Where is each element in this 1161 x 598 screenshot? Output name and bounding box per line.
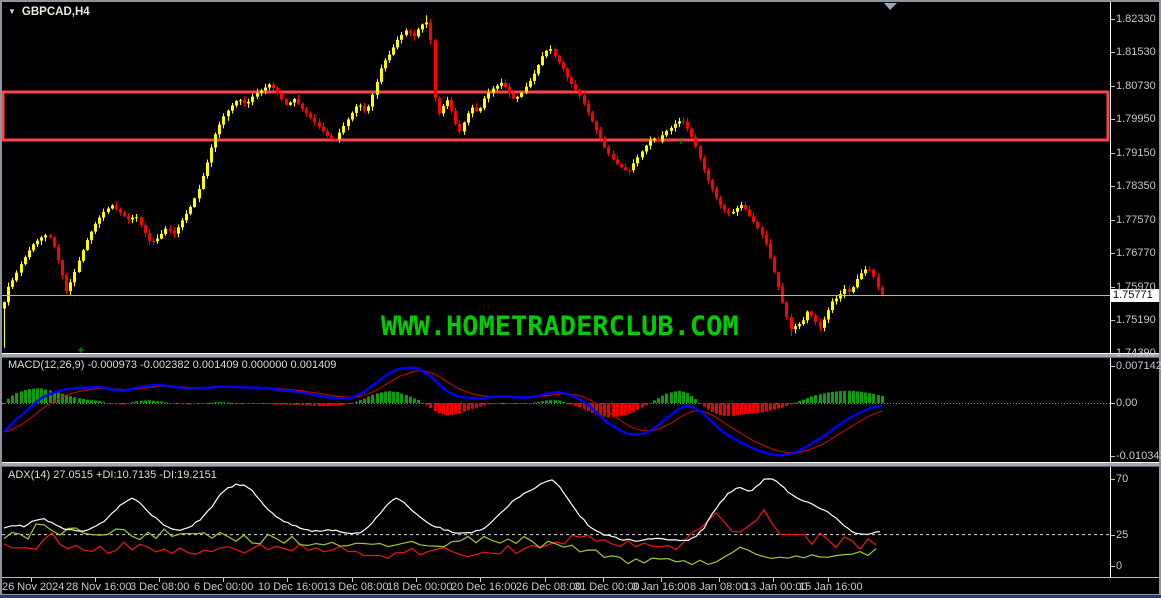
adx-plus-di-line (3, 523, 877, 566)
adx-axis-label: 70 (1116, 473, 1129, 485)
panel-splitter-macd[interactable] (0, 353, 1161, 358)
price-axis-label: 1.79950 (1116, 113, 1156, 125)
time-axis-label: 20 Dec 16:00 (451, 581, 517, 593)
time-axis-label: 15 Jan 16:00 (799, 581, 863, 593)
symbol-timeframe-label: ▼ GBPCAD,H4 (8, 6, 90, 18)
time-axis-label: 3 Dec 08:00 (130, 581, 190, 593)
window-border-bottom (0, 594, 1161, 595)
sr-zone-rectangle[interactable] (1, 90, 1110, 142)
price-axis-label: 1.82330 (1116, 13, 1156, 25)
adx-axis-label: 25 (1116, 529, 1129, 541)
watermark: WWW.HOMETRADERCLUB.COM (381, 311, 739, 342)
price-axis-label: 1.77570 (1116, 214, 1156, 226)
macd-indicator-label: MACD(12,26,9) -0.000973 -0.002382 0.0014… (8, 359, 337, 371)
current-price-tag: 1.75771 (1111, 289, 1161, 302)
window-bottom-strip (0, 595, 1161, 598)
time-axis-label: 13 Jan 00:00 (744, 581, 808, 593)
adx-indicator-label: ADX(14) 27.0515 +DI:10.7135 -DI:19.2151 (8, 469, 217, 481)
price-axis-label: 1.81530 (1116, 46, 1156, 58)
price-axis-label: 1.80730 (1116, 80, 1156, 92)
price-axis-label: 1.75970 (1116, 281, 1156, 293)
window-border-left (0, 0, 2, 594)
adx-minus-di-line (3, 508, 877, 559)
time-axis-label: 28 Nov 16:00 (66, 581, 132, 593)
macd-histogram (3, 388, 884, 418)
panel-splitter-adx[interactable] (0, 462, 1161, 467)
price-axis-label: 1.76770 (1116, 247, 1156, 259)
time-axis-label: 31 Dec 00:00 (574, 581, 640, 593)
price-axis-label: 1.74390 (1116, 347, 1156, 359)
axis-ticks (31, 19, 1115, 582)
price-axis-label: 1.79150 (1116, 147, 1156, 159)
symbol-text: GBPCAD,H4 (21, 6, 90, 18)
macd-axis-label: -0.010343 (1116, 450, 1161, 462)
time-axis-label: 3 Jan 16:00 (632, 581, 690, 593)
time-axis-separator (0, 577, 1161, 578)
time-axis-label: 13 Dec 08:00 (323, 581, 389, 593)
macd-axis-label: 0.00 (1116, 397, 1138, 409)
price-axis-label: 1.75190 (1116, 314, 1156, 326)
adx-axis-label: 0 (1116, 560, 1123, 572)
macd-axis-label: 0.007142 (1116, 360, 1161, 372)
time-axis-label: 8 Jan 08:00 (690, 581, 748, 593)
price-axis-divider (1110, 2, 1111, 577)
time-axis-label: 18 Dec 00:00 (387, 581, 453, 593)
price-axis-label: 1.78350 (1116, 180, 1156, 192)
time-axis-label: 6 Dec 00:00 (194, 581, 254, 593)
window-border-top (0, 0, 1161, 2)
time-axis-label: 26 Nov 2024 (2, 581, 65, 593)
macd-main-line (3, 366, 883, 457)
object-marker-cross[interactable] (678, 138, 684, 144)
macd-signal-line (3, 370, 883, 454)
scroll-shift-marker-icon[interactable] (884, 3, 897, 10)
window-border-right (1159, 0, 1161, 594)
time-axis-label: 26 Dec 08:00 (516, 581, 582, 593)
adx-main-line (3, 478, 881, 542)
time-axis-label: 10 Dec 16:00 (258, 581, 324, 593)
object-marker-cross[interactable] (78, 347, 84, 353)
collapse-arrow-icon[interactable]: ▼ (8, 7, 16, 16)
candles (3, 15, 884, 348)
